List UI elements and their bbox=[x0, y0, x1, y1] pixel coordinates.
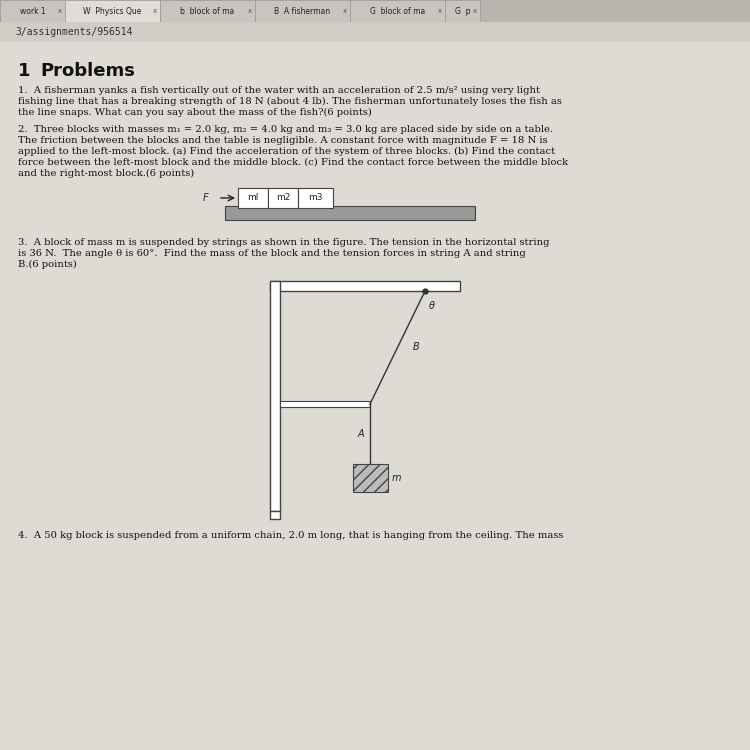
Text: is 36 N.  The angle θ is 60°.  Find the mass of the block and the tension forces: is 36 N. The angle θ is 60°. Find the ma… bbox=[18, 249, 526, 258]
Text: work 1: work 1 bbox=[20, 7, 45, 16]
Bar bbox=[350, 0, 445, 22]
Text: 3/assignments/956514: 3/assignments/956514 bbox=[15, 27, 133, 37]
Text: θ: θ bbox=[429, 301, 435, 311]
Text: force between the left-most block and the middle block. (c) Find the contact for: force between the left-most block and th… bbox=[18, 158, 568, 167]
Bar bbox=[0, 0, 750, 22]
Bar bbox=[268, 188, 298, 208]
Text: B.(6 points): B.(6 points) bbox=[18, 260, 76, 269]
Text: G  p: G p bbox=[454, 7, 470, 16]
Text: G  block of ma: G block of ma bbox=[370, 7, 425, 16]
Text: ml: ml bbox=[248, 194, 259, 202]
Text: 1.  A fisherman yanks a fish vertically out of the water with an acceleration of: 1. A fisherman yanks a fish vertically o… bbox=[18, 86, 540, 95]
Bar bbox=[65, 0, 160, 22]
Text: x: x bbox=[153, 8, 157, 14]
Text: m: m bbox=[392, 473, 401, 483]
Text: fishing line that has a breaking strength of 18 N (about 4 lb). The fisherman un: fishing line that has a breaking strengt… bbox=[18, 97, 562, 106]
Bar bbox=[270, 511, 280, 519]
Text: The friction between the blocks and the table is negligible. A constant force wi: The friction between the blocks and the … bbox=[18, 136, 548, 145]
Text: x: x bbox=[248, 8, 252, 14]
Bar bbox=[445, 0, 480, 22]
Text: m3: m3 bbox=[308, 194, 322, 202]
Bar bbox=[352, 464, 388, 492]
Bar bbox=[298, 188, 333, 208]
Text: B  A fisherman: B A fisherman bbox=[274, 7, 331, 16]
Text: x: x bbox=[58, 8, 62, 14]
Text: 1: 1 bbox=[18, 62, 31, 80]
Bar bbox=[270, 281, 280, 511]
Text: and the right-most block.(6 points): and the right-most block.(6 points) bbox=[18, 169, 194, 178]
Text: applied to the left-most block. (a) Find the acceleration of the system of three: applied to the left-most block. (a) Find… bbox=[18, 147, 555, 156]
Text: b  block of ma: b block of ma bbox=[180, 7, 235, 16]
Bar bbox=[0, 0, 65, 22]
Text: F: F bbox=[202, 193, 208, 203]
Bar bbox=[280, 401, 370, 407]
Text: x: x bbox=[473, 8, 477, 14]
Text: x: x bbox=[343, 8, 347, 14]
Text: 4.  A 50 kg block is suspended from a uniform chain, 2.0 m long, that is hanging: 4. A 50 kg block is suspended from a uni… bbox=[18, 531, 563, 540]
Bar bbox=[255, 0, 350, 22]
Bar bbox=[270, 281, 460, 291]
Text: Problems: Problems bbox=[40, 62, 135, 80]
Text: 2.  Three blocks with masses m₁ = 2.0 kg, m₂ = 4.0 kg and m₃ = 3.0 kg are placed: 2. Three blocks with masses m₁ = 2.0 kg,… bbox=[18, 125, 553, 134]
Bar bbox=[160, 0, 255, 22]
Bar bbox=[225, 206, 475, 220]
Text: the line snaps. What can you say about the mass of the fish?(6 points): the line snaps. What can you say about t… bbox=[18, 108, 372, 117]
Text: B: B bbox=[413, 343, 419, 352]
Bar bbox=[238, 188, 268, 208]
Text: m2: m2 bbox=[276, 194, 290, 202]
Text: 3.  A block of mass m is suspended by strings as shown in the figure. The tensio: 3. A block of mass m is suspended by str… bbox=[18, 238, 550, 247]
Bar bbox=[0, 22, 750, 42]
Text: A: A bbox=[357, 429, 364, 439]
Text: W  Physics Que: W Physics Que bbox=[83, 7, 142, 16]
Text: x: x bbox=[438, 8, 442, 14]
